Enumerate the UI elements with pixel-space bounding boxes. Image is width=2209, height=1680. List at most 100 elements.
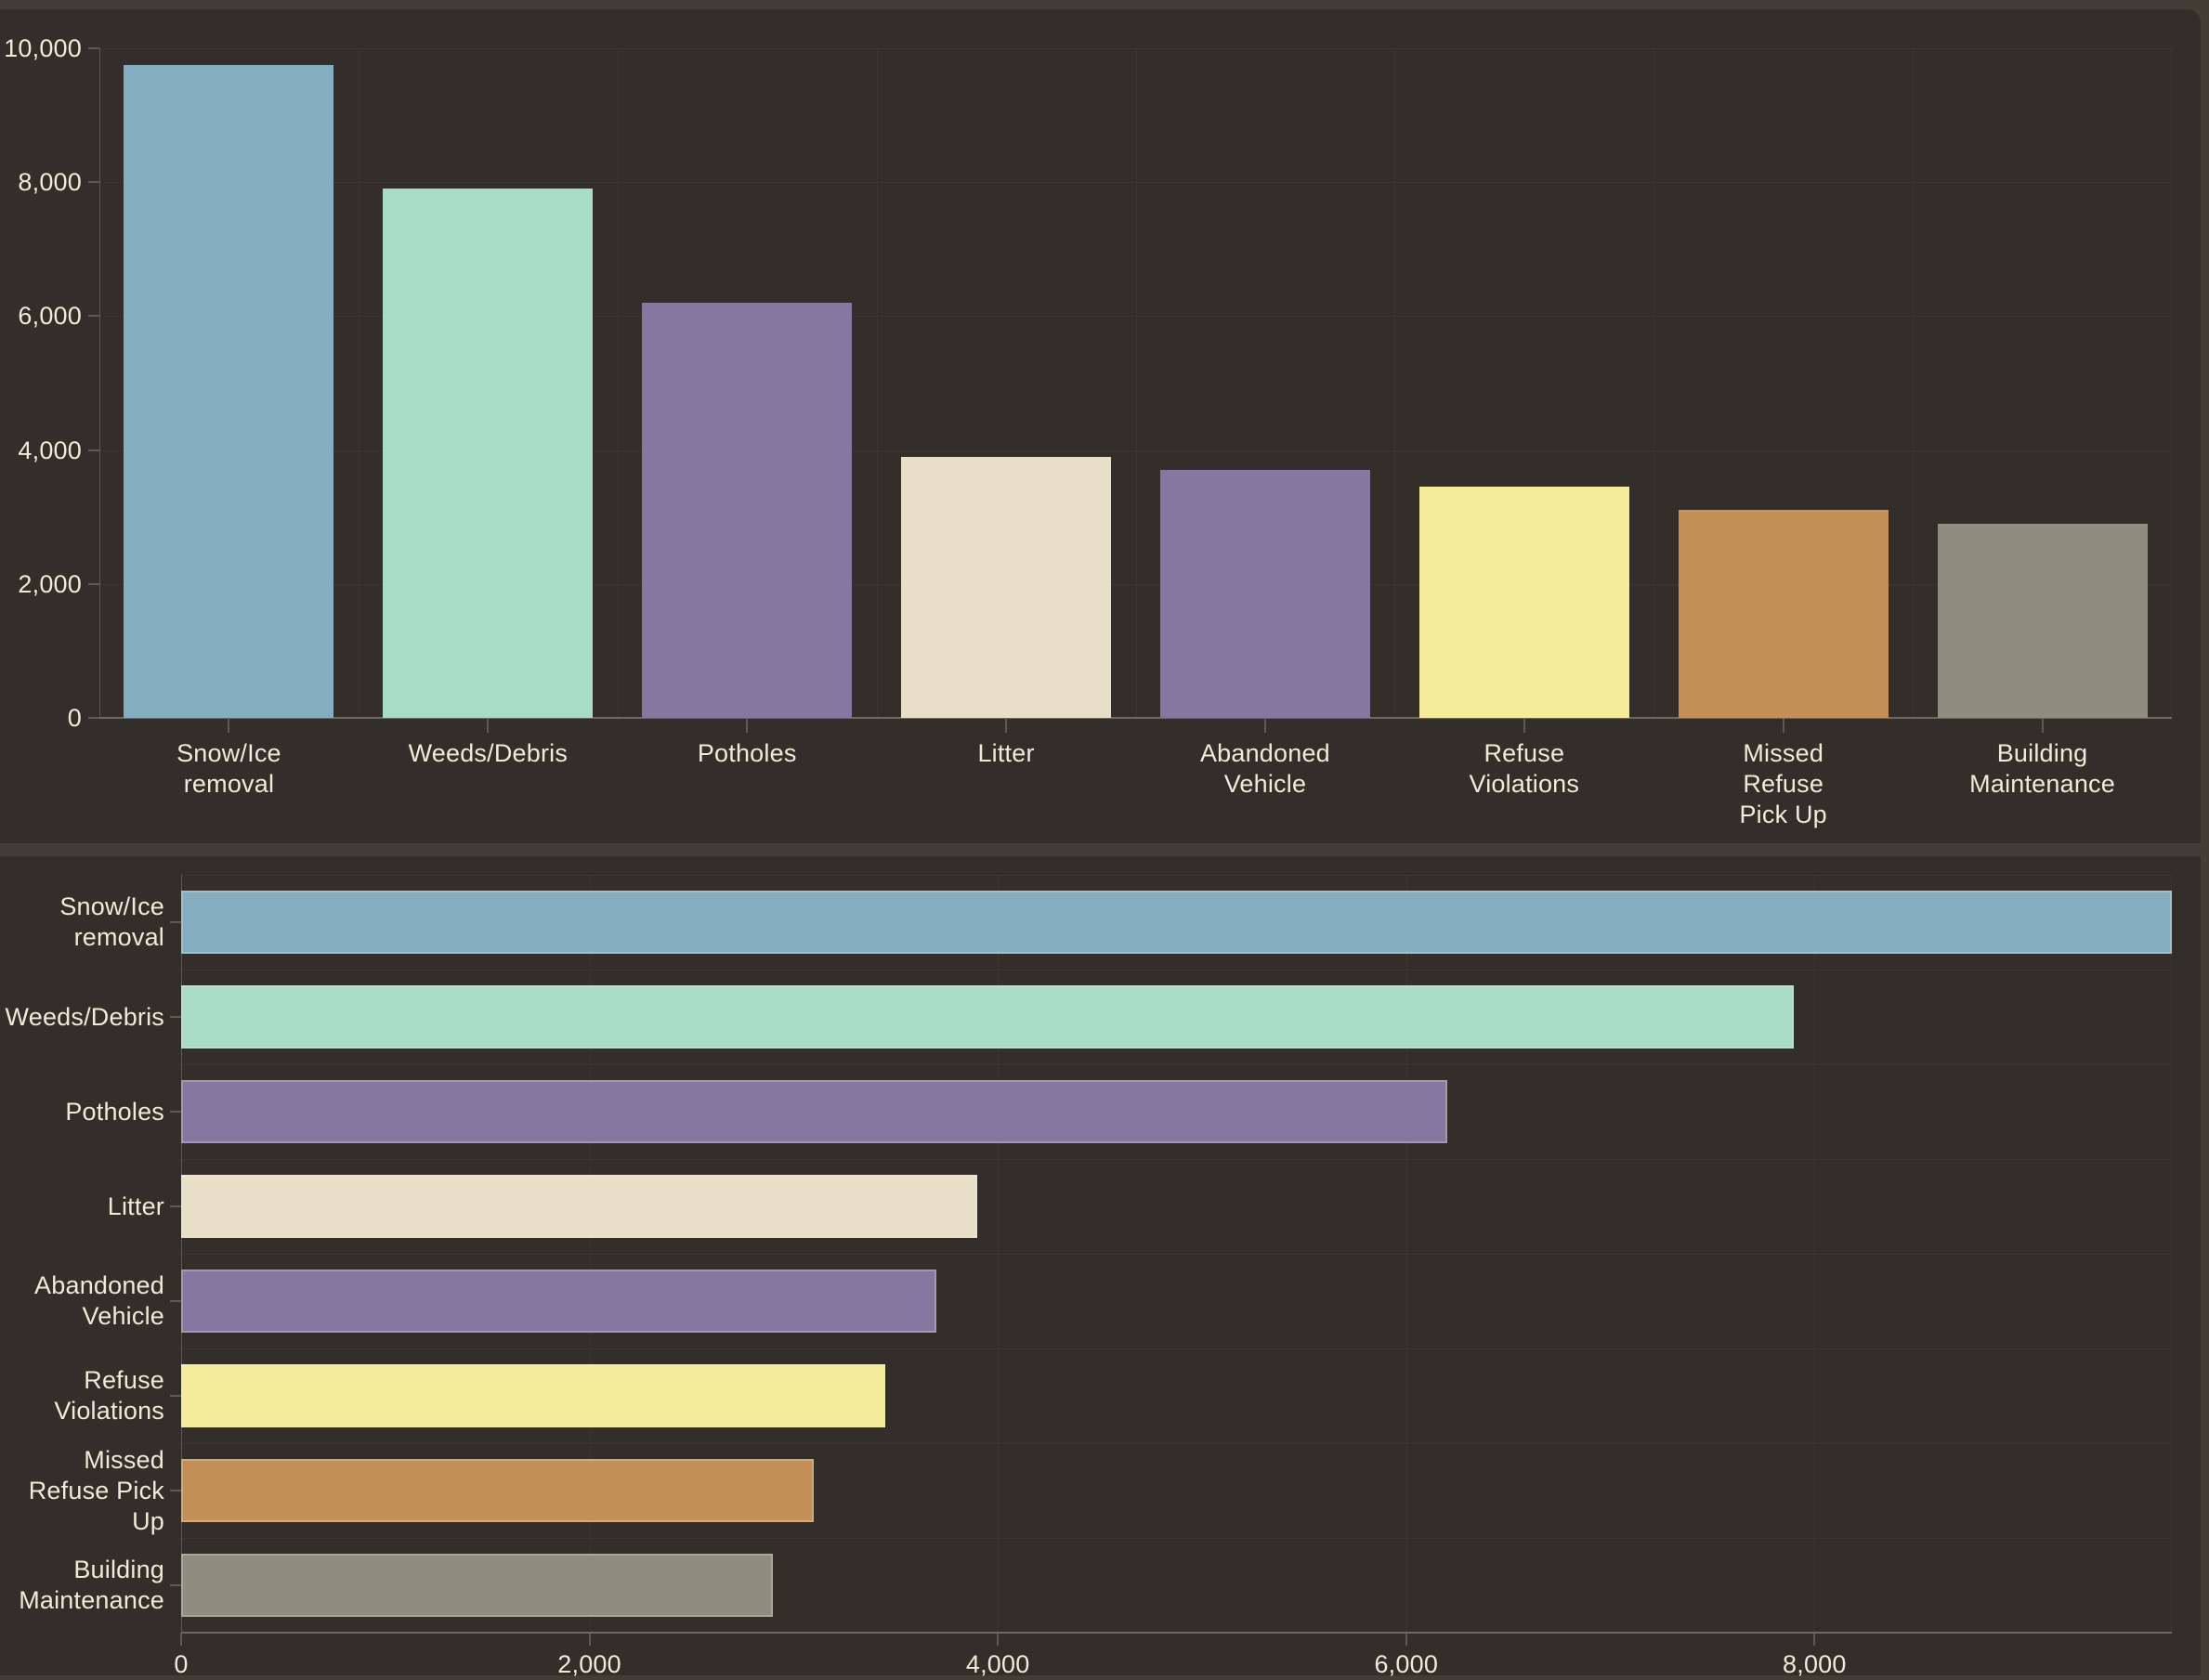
bar-potholes[interactable] (642, 302, 853, 718)
row-label-line: Building (73, 1556, 164, 1583)
bar-weeds-debris[interactable] (181, 985, 1795, 1048)
row-label: Snow/Ice removal (0, 875, 164, 970)
row-label-line: Vehicle (82, 1302, 164, 1330)
y-tick-label: 0 (67, 704, 82, 732)
y-tick (170, 1205, 181, 1207)
category-label-line: Refuse (1484, 739, 1565, 767)
bar-refuse-violations[interactable] (181, 1364, 886, 1427)
y-tick (88, 47, 99, 49)
bar-snow-ice-removal[interactable] (124, 65, 334, 718)
x-axis-line (181, 1632, 2172, 1634)
category-label: Abandoned Vehicle (1136, 738, 1395, 800)
bar-missed-refuse-pick-up[interactable] (1678, 510, 1889, 718)
category-label-line: removal (183, 770, 275, 798)
category-tick (1782, 719, 1784, 733)
category-tick (228, 719, 230, 733)
category-label: Potholes (618, 738, 877, 769)
top-chart-panel: 0 2,000 4,000 6,000 8,000 10,000 Snow/Ice remov… (0, 9, 2201, 843)
row-label-line: Refuse (84, 1366, 164, 1394)
bar-abandoned-vehicle[interactable] (181, 1270, 937, 1333)
x-tick-label: 2,000 (557, 1650, 621, 1678)
y-axis-line (181, 875, 182, 1633)
gridline-vertical (1135, 48, 1137, 718)
x-tick-label: 4,000 (965, 1650, 1030, 1678)
category-label-line: Litter (977, 739, 1035, 767)
bar-weeds-debris[interactable] (383, 189, 594, 718)
y-tick-label: 2,000 (18, 569, 82, 598)
bar-building-maintenance[interactable] (1937, 523, 2148, 718)
bar-litter[interactable] (181, 1175, 978, 1238)
y-tick (170, 1584, 181, 1586)
category-tick (1263, 719, 1266, 733)
bar-abandoned-vehicle[interactable] (1159, 470, 1370, 718)
row-separator (181, 1159, 2172, 1160)
y-tick (170, 1395, 181, 1397)
bar-potholes[interactable] (181, 1080, 1447, 1143)
category-tick (1523, 719, 1525, 733)
category-label: Refuse Violations (1394, 738, 1653, 800)
y-tick (88, 181, 99, 184)
y-axis-line (99, 48, 100, 718)
row-label: Litter (0, 1159, 164, 1254)
row-label-line: Potholes (65, 1097, 164, 1126)
y-tick (88, 582, 99, 585)
row-label-line: removal (73, 923, 164, 951)
category-label: Litter (877, 738, 1136, 769)
category-label-line: Vehicle (1223, 770, 1307, 798)
category-label-line: Violations (1469, 770, 1580, 798)
row-label: Building Maintenance (0, 1538, 164, 1633)
row-separator (181, 1064, 2172, 1065)
row-label-line: Up (132, 1506, 164, 1535)
bar-refuse-violations[interactable] (1418, 487, 1629, 718)
category-label: Building Maintenance (1913, 738, 2172, 800)
y-tick (88, 315, 99, 318)
x-tick (180, 1633, 182, 1646)
row-label-line: Maintenance (19, 1586, 164, 1614)
row-label: Abandoned Vehicle (0, 1254, 164, 1348)
row-label-line: Violations (54, 1397, 164, 1425)
gridline-vertical (876, 48, 878, 718)
x-tick (1405, 1633, 1407, 1646)
row-label-line: Missed (84, 1445, 164, 1474)
x-tick-label: 8,000 (1783, 1650, 1847, 1678)
category-tick (2041, 719, 2044, 733)
gridline-vertical (1913, 48, 1915, 718)
row-label-line: Weeds/Debris (5, 1002, 164, 1031)
bar-missed-refuse-pick-up[interactable] (181, 1459, 815, 1522)
y-tick (170, 1111, 181, 1113)
x-tick (1813, 1633, 1816, 1646)
y-tick-label: 8,000 (18, 168, 82, 197)
x-tick-label: 6,000 (1374, 1650, 1439, 1678)
x-axis-line (99, 717, 2172, 719)
category-tick (746, 719, 749, 733)
x-tick-label: 0 (174, 1650, 189, 1678)
category-tick (1005, 719, 1008, 733)
bar-litter[interactable] (901, 456, 1112, 718)
bar-snow-ice-removal[interactable] (181, 891, 2172, 954)
bottom-chart-panel: 0 2,000 4,000 6,000 8,000 Snow/Ice removal Weed… (0, 856, 2201, 1678)
bar-building-maintenance[interactable] (181, 1554, 774, 1617)
category-label-line: Snow/Ice (176, 739, 281, 767)
category-label-line: Refuse (1743, 770, 1824, 798)
category-label-line: Pick Up (1739, 801, 1827, 828)
y-tick-label: 4,000 (18, 436, 82, 464)
row-separator (181, 1443, 2172, 1444)
y-tick-label: 6,000 (18, 302, 82, 331)
category-label-line: Potholes (697, 739, 797, 767)
category-tick (487, 719, 490, 733)
x-tick (997, 1633, 1000, 1646)
x-tick (588, 1633, 591, 1646)
gridline-vertical (617, 48, 619, 718)
y-tick (170, 1490, 181, 1491)
category-label-line: Weeds/Debris (408, 739, 569, 767)
row-label: Refuse Violations (0, 1348, 164, 1443)
category-label-line: Missed (1743, 739, 1824, 767)
row-separator (181, 1538, 2172, 1539)
y-tick (170, 921, 181, 923)
category-label-line: Maintenance (1969, 770, 2115, 798)
y-tick (170, 1016, 181, 1018)
y-tick (88, 449, 99, 451)
y-tick-label: 10,000 (4, 34, 82, 62)
y-tick (88, 717, 99, 719)
